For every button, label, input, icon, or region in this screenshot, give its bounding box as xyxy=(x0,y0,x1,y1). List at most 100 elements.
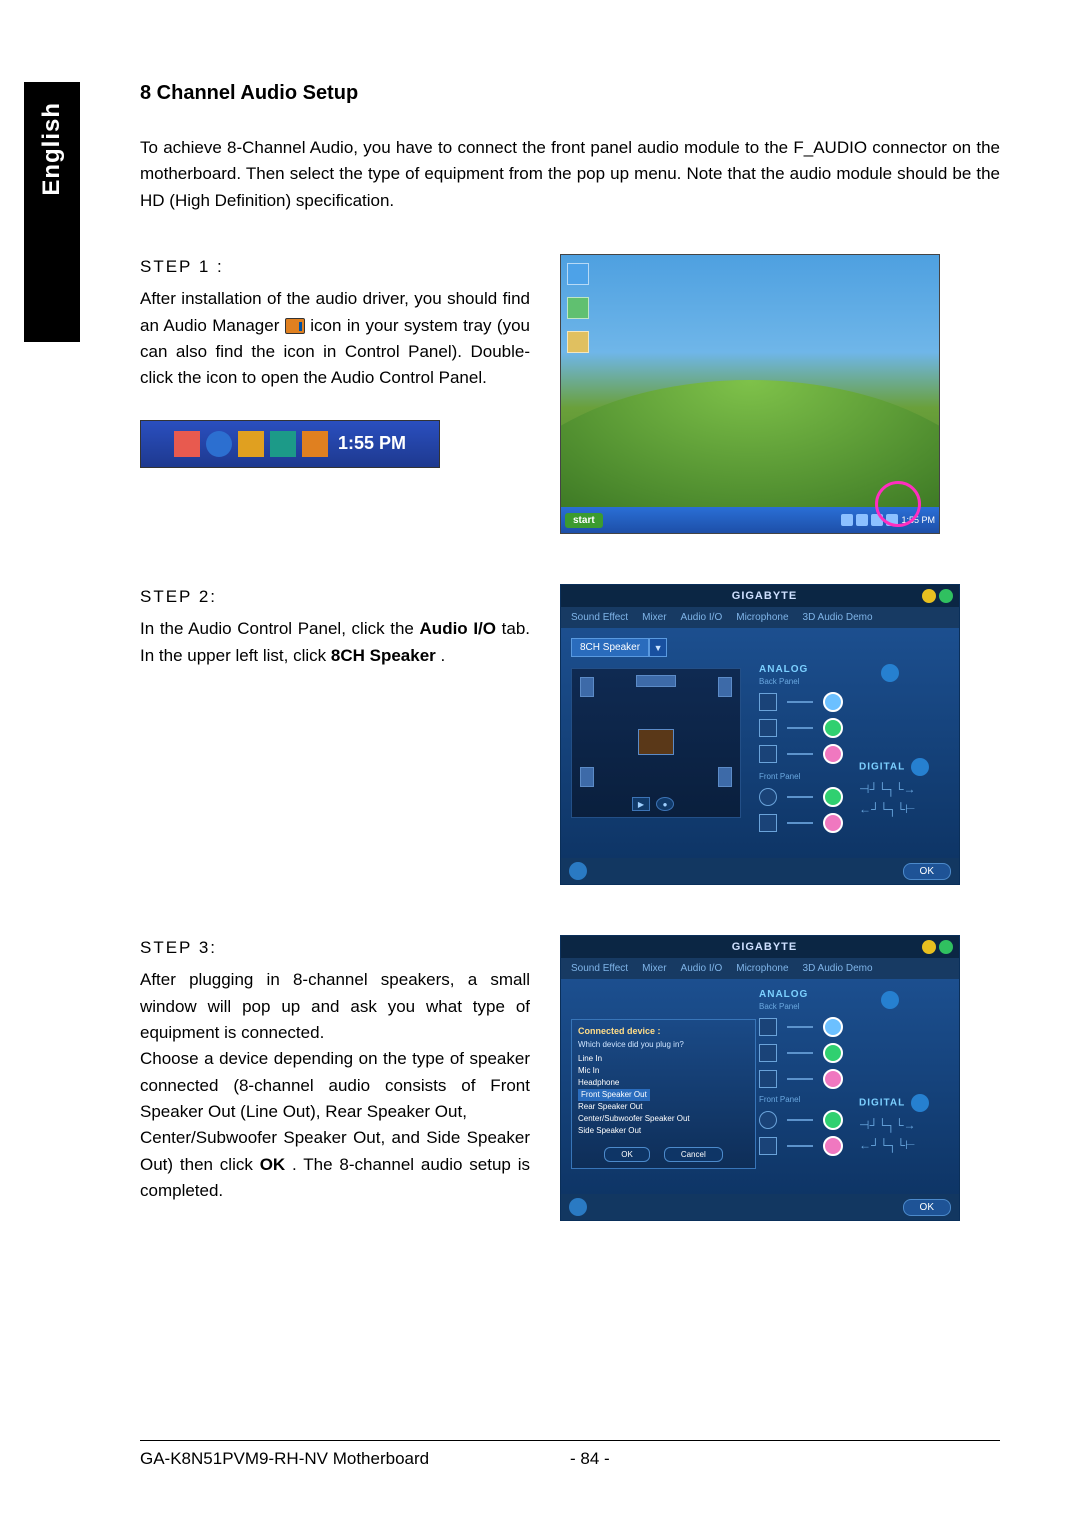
jack-port[interactable] xyxy=(823,787,843,807)
tab-microphone[interactable]: Microphone xyxy=(736,963,788,974)
desktop-icon-3 xyxy=(567,331,589,353)
speaker-icon xyxy=(718,767,732,787)
tab-3d-audio[interactable]: 3D Audio Demo xyxy=(803,612,873,623)
jack-row xyxy=(759,813,843,833)
analog-jacks: ANALOG Back Panel Front Panel xyxy=(759,664,843,839)
step-1-text: STEP 1 : After installation of the audio… xyxy=(140,254,530,468)
tab-3d-audio[interactable]: 3D Audio Demo xyxy=(803,963,873,974)
start-button[interactable]: start xyxy=(565,513,603,528)
step-3-figure: GIGABYTE Sound Effect Mixer Audio I/O Mi… xyxy=(560,935,1000,1221)
panel-body: 8CH Speaker▼ ▶ ● ANALOG xyxy=(561,628,959,858)
speaker-room-diagram: ▶ ● xyxy=(571,668,741,818)
page-footer: GA-K8N51PVM9-RH-NV Motherboard - 84 - xyxy=(140,1440,1000,1469)
digital-settings-icon[interactable] xyxy=(911,758,929,776)
tab-sound-effect[interactable]: Sound Effect xyxy=(571,612,628,623)
step-2-figure: GIGABYTE Sound Effect Mixer Audio I/O Mi… xyxy=(560,584,1000,885)
panel-tabs: Sound Effect Mixer Audio I/O Microphone … xyxy=(561,607,959,628)
step-2-label: STEP 2: xyxy=(140,584,530,610)
tb-tray-icon xyxy=(856,514,868,526)
system-tray: 1:55 PM xyxy=(140,420,440,468)
desktop-screenshot: start 1:55 PM xyxy=(560,254,940,534)
play-button[interactable]: ▶ xyxy=(632,797,650,811)
info-icon[interactable] xyxy=(569,862,587,880)
close-icon[interactable] xyxy=(939,589,953,603)
popup-option[interactable]: Rear Speaker Out xyxy=(578,1101,749,1113)
jack-port[interactable] xyxy=(823,813,843,833)
step-2-bold-b: 8CH Speaker xyxy=(331,646,436,665)
audio-tray-icon[interactable] xyxy=(302,431,328,457)
analog-settings-icon[interactable] xyxy=(881,664,899,682)
step-3-text: STEP 3: After plugging in 8-channel spea… xyxy=(140,935,530,1204)
popup-option[interactable]: Line In xyxy=(578,1053,749,1065)
popup-options: Line In Mic In Headphone Front Speaker O… xyxy=(578,1053,749,1137)
panel-logo: GIGABYTE xyxy=(732,590,797,602)
popup-cancel-button[interactable]: Cancel xyxy=(664,1147,723,1162)
highlight-circle xyxy=(875,481,921,527)
step-1: STEP 1 : After installation of the audio… xyxy=(140,254,1000,534)
jack-port[interactable] xyxy=(823,1043,843,1063)
popup-option-selected[interactable]: Front Speaker Out xyxy=(578,1089,749,1101)
popup-buttons: OK Cancel xyxy=(578,1147,749,1162)
audio-manager-icon xyxy=(285,318,305,334)
footer-product: GA-K8N51PVM9-RH-NV Motherboard xyxy=(140,1449,570,1469)
desktop-icon-1 xyxy=(567,263,589,285)
front-panel-label: Front Panel xyxy=(759,1095,843,1104)
jack-row xyxy=(759,718,843,738)
tab-audio-io[interactable]: Audio I/O xyxy=(681,963,723,974)
analog-label: ANALOG xyxy=(759,664,843,675)
tab-sound-effect[interactable]: Sound Effect xyxy=(571,963,628,974)
jack-icon xyxy=(759,745,777,763)
speaker-icon xyxy=(580,767,594,787)
analog-settings-icon[interactable] xyxy=(881,991,899,1009)
ok-button[interactable]: OK xyxy=(903,863,951,880)
panel-body-3: Connected device : Which device did you … xyxy=(561,979,959,1194)
window-controls xyxy=(922,589,953,603)
jack-port[interactable] xyxy=(823,1110,843,1130)
stop-button[interactable]: ● xyxy=(656,797,674,811)
jack-port[interactable] xyxy=(823,1069,843,1089)
popup-option[interactable]: Headphone xyxy=(578,1077,749,1089)
desktop-icon-2 xyxy=(567,297,589,319)
headphone-icon xyxy=(759,788,777,806)
jack-port[interactable] xyxy=(823,718,843,738)
popup-option[interactable]: Mic In xyxy=(578,1065,749,1077)
front-panel-label: Front Panel xyxy=(759,772,843,781)
step-2-text: STEP 2: In the Audio Control Panel, clic… xyxy=(140,584,530,669)
popup-ok-button[interactable]: OK xyxy=(604,1147,650,1162)
step-3-body-b: Choose a device depending on the type of… xyxy=(140,1049,530,1121)
tray-icon-2 xyxy=(206,431,232,457)
tray-icon-3 xyxy=(238,431,264,457)
popup-option[interactable]: Side Speaker Out xyxy=(578,1125,749,1137)
intro-paragraph: To achieve 8-Channel Audio, you have to … xyxy=(140,135,1000,214)
popup-question: Which device did you plug in? xyxy=(578,1040,749,1049)
jack-port[interactable] xyxy=(823,1136,843,1156)
info-icon[interactable] xyxy=(569,1198,587,1216)
step-2-body-a: In the Audio Control Panel, click the xyxy=(140,619,420,638)
close-icon[interactable] xyxy=(939,940,953,954)
section-title: 8 Channel Audio Setup xyxy=(140,82,1000,105)
minimize-icon[interactable] xyxy=(922,940,936,954)
mic-icon xyxy=(759,814,777,832)
playback-controls: ▶ ● xyxy=(632,797,674,811)
tab-mixer[interactable]: Mixer xyxy=(642,612,666,623)
tab-microphone[interactable]: Microphone xyxy=(736,612,788,623)
minimize-icon[interactable] xyxy=(922,589,936,603)
device-popup: Connected device : Which device did you … xyxy=(571,1019,756,1169)
tab-mixer[interactable]: Mixer xyxy=(642,963,666,974)
ok-button[interactable]: OK xyxy=(903,1199,951,1216)
analog-jacks: ANALOG Back Panel Front Panel xyxy=(759,989,843,1162)
popup-option[interactable]: Center/Subwoofer Speaker Out xyxy=(578,1113,749,1125)
panel-header: GIGABYTE xyxy=(561,585,959,607)
jack-port[interactable] xyxy=(823,1017,843,1037)
chevron-down-icon[interactable]: ▼ xyxy=(649,638,667,657)
step-3-bold-a: OK xyxy=(260,1155,286,1174)
tab-audio-io[interactable]: Audio I/O xyxy=(681,612,723,623)
digital-settings-icon[interactable] xyxy=(911,1094,929,1112)
analog-label: ANALOG xyxy=(759,989,843,1000)
audio-control-panel-popup: GIGABYTE Sound Effect Mixer Audio I/O Mi… xyxy=(560,935,960,1221)
jack-port[interactable] xyxy=(823,744,843,764)
step-1-figure: start 1:55 PM xyxy=(560,254,1000,534)
step-3-label: STEP 3: xyxy=(140,935,530,961)
speaker-select[interactable]: 8CH Speaker xyxy=(571,638,649,657)
jack-port[interactable] xyxy=(823,692,843,712)
